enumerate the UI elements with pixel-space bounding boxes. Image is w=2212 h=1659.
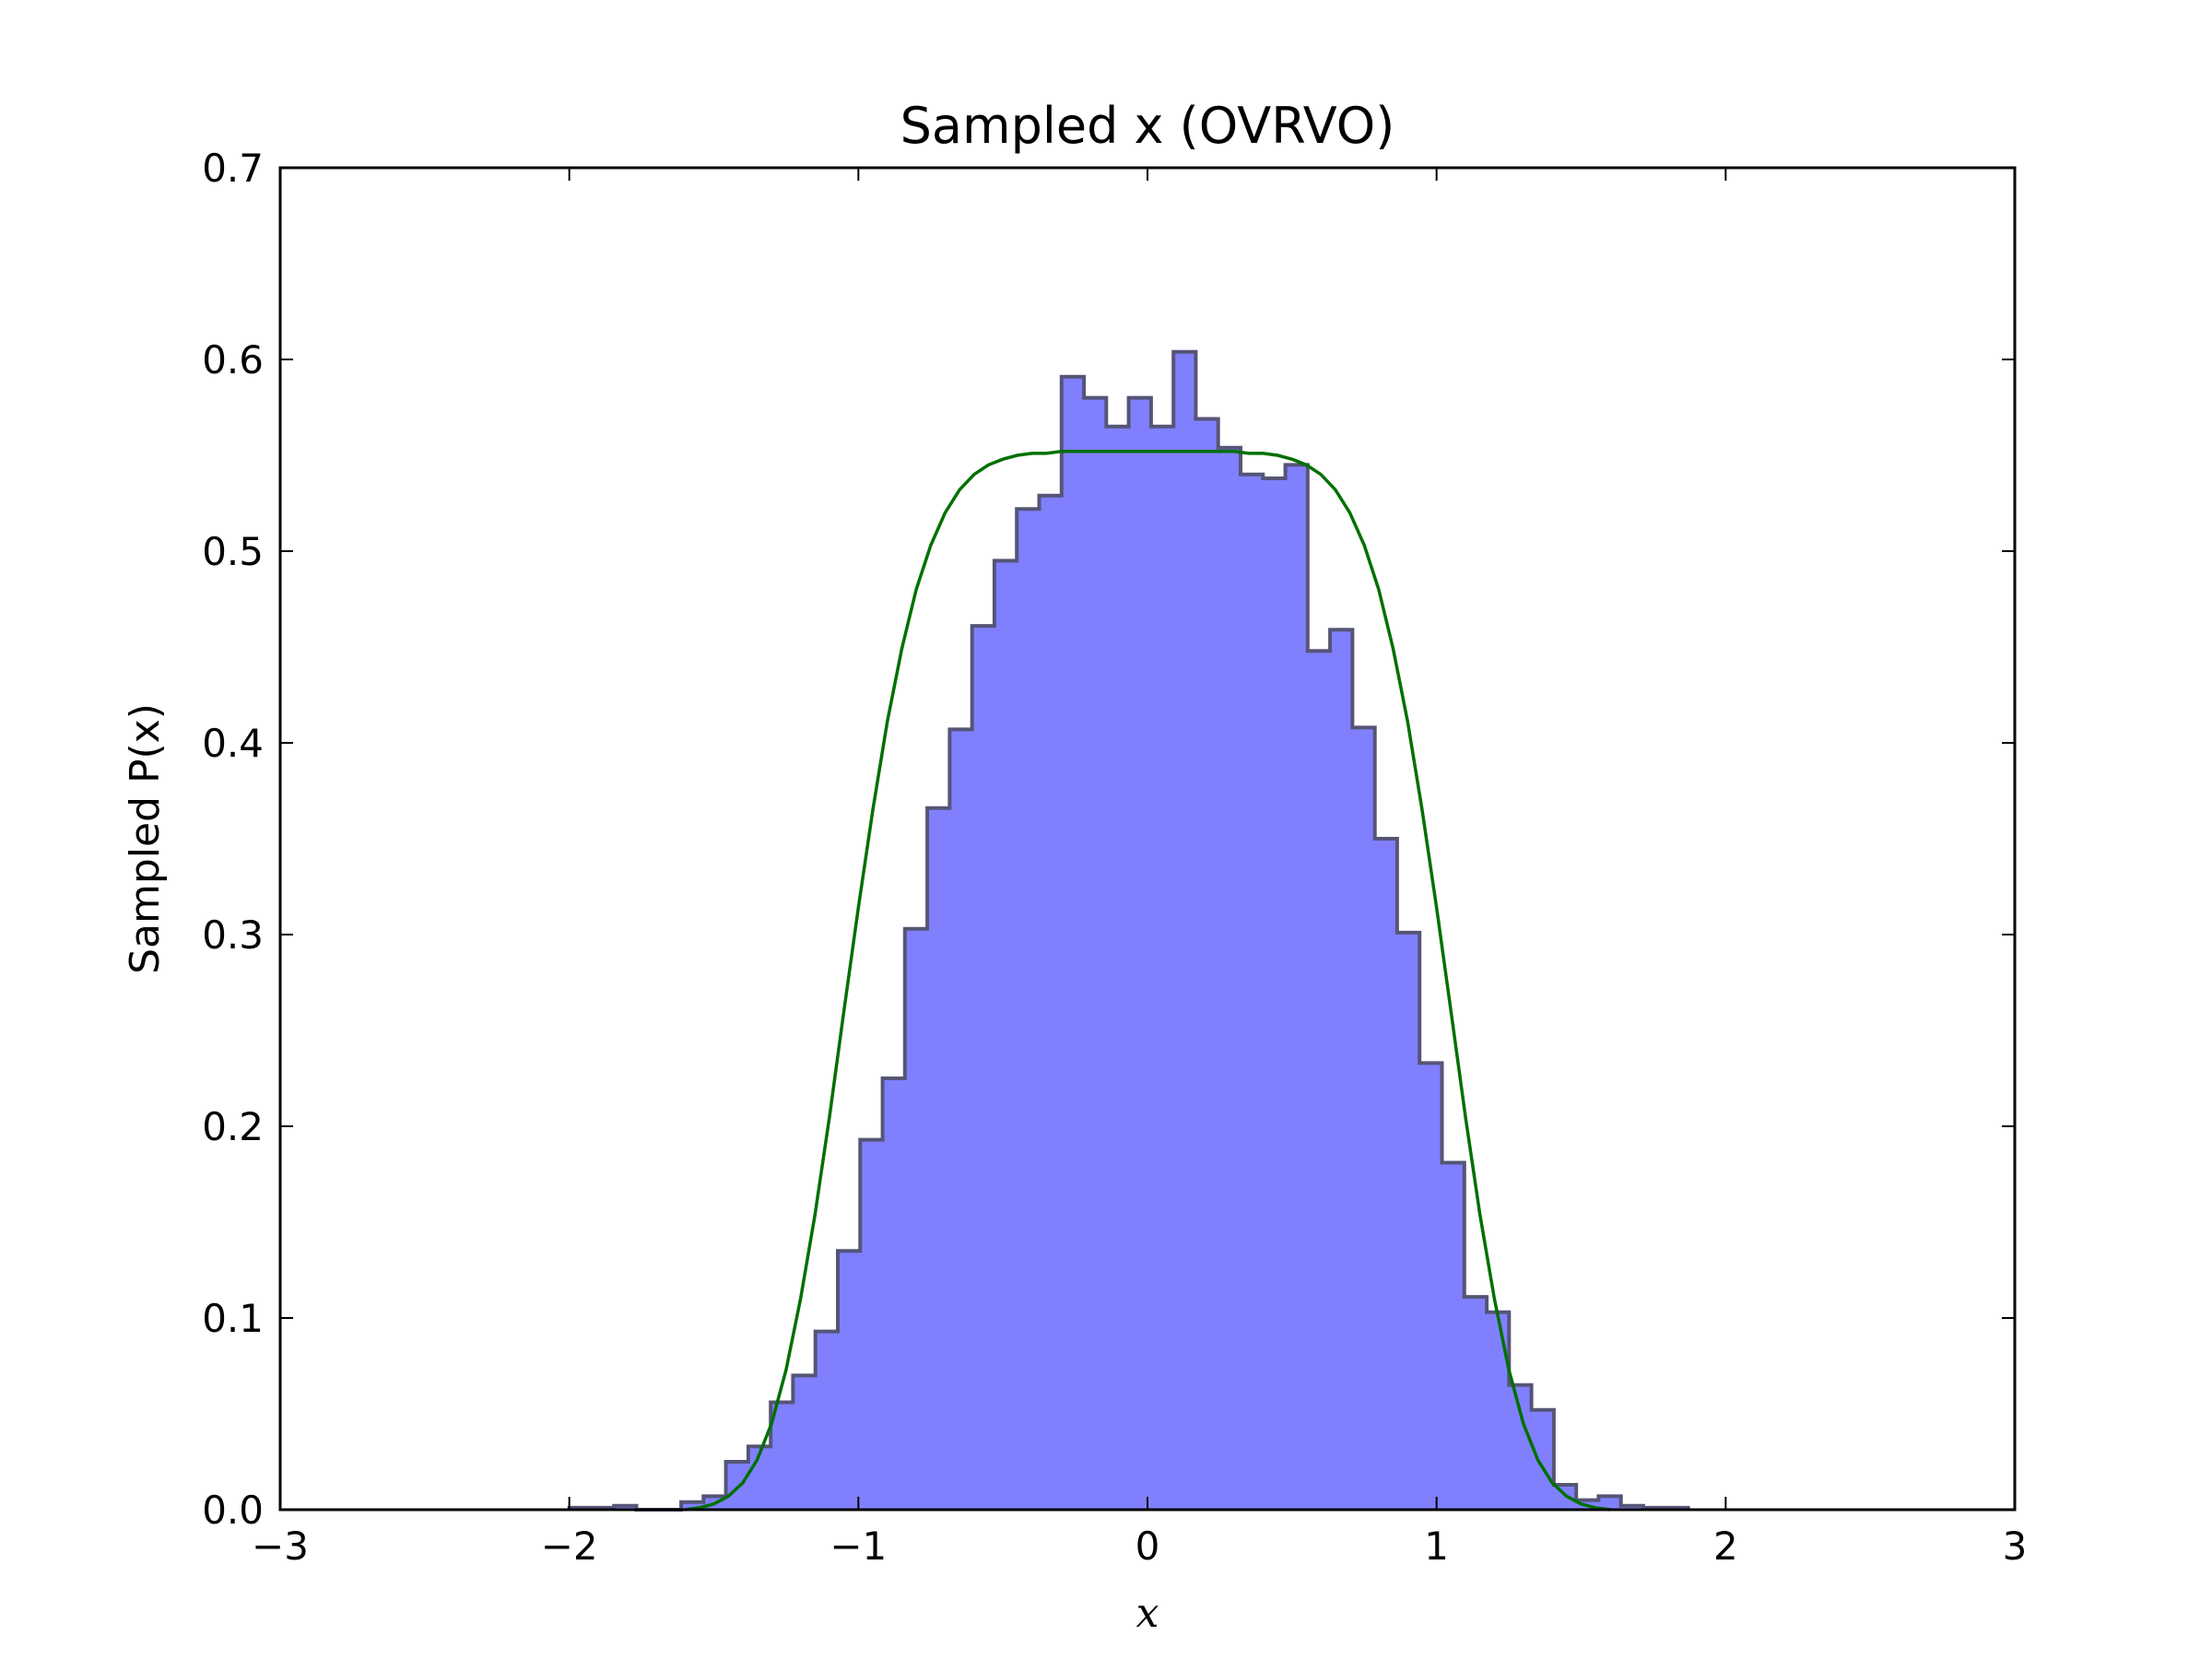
chart-title: Sampled x (OVRVO) [900,97,1395,155]
y-tick-label: 0.3 [202,912,264,958]
histogram-bar [1307,651,1331,1510]
y-tick-label: 0.1 [202,1296,264,1341]
histogram-bar [882,1078,906,1510]
x-axis-label: x [1136,1590,1159,1637]
histogram-bar [1106,426,1130,1510]
histogram-bar [1128,397,1152,1511]
histogram-bar [838,1251,861,1510]
histogram-outline [567,349,1690,1512]
histogram-bar [1531,1409,1555,1510]
y-tick-label: 0.7 [202,146,264,191]
x-tick-label: −2 [541,1524,598,1569]
histogram-bar [1039,495,1063,1511]
x-tick-label: −1 [830,1524,887,1569]
y-tick-label: 0.4 [202,721,264,766]
y-axis-ticks: 0.0 0.1 0.2 0.3 0.4 0.5 0.6 0.7 [202,146,2015,1533]
histogram-bar [1441,1162,1465,1510]
histogram-bar [1598,1496,1622,1510]
histogram-bar [1396,932,1420,1510]
histogram-bar [681,1501,704,1510]
histogram-bar [994,560,1018,1510]
density-curve [684,450,1611,1512]
histogram-bar [904,928,928,1510]
x-tick-label: 3 [2003,1524,2028,1569]
histogram-bar [1620,1505,1644,1510]
histogram-bar [1017,509,1041,1510]
y-tick-label: 0.5 [202,529,264,574]
histogram-bar [1464,1297,1488,1510]
histogram-bars [569,351,1689,1511]
histogram-bar [1061,376,1085,1511]
histogram-bar [815,1331,839,1510]
histogram-bar [1285,465,1309,1510]
histogram-bar [1487,1312,1510,1510]
histogram-bar [927,807,950,1510]
histogram-bar [1419,1063,1443,1510]
histogram-bar [1263,477,1287,1511]
histogram-bar [793,1375,817,1510]
x-tick-label: 2 [1713,1524,1738,1569]
y-tick-label: 0.0 [202,1488,264,1533]
histogram-bar [1374,839,1398,1510]
histogram-bar [1241,474,1264,1510]
histogram-bar [1195,418,1219,1511]
histogram-bar [860,1139,884,1510]
histogram-bar [1330,629,1353,1510]
histogram-bar [1218,447,1241,1511]
x-axis-ticks: −3 −2 −1 0 1 2 3 [252,168,2027,1569]
y-tick-label: 0.6 [202,337,264,382]
histogram-bar [1352,727,1376,1510]
histogram-bar [1509,1384,1533,1510]
x-tick-label: 1 [1424,1524,1449,1569]
y-tick-label: 0.2 [202,1104,264,1149]
histogram-bar [771,1402,794,1510]
histogram-bar [1150,426,1174,1510]
x-tick-label: 0 [1135,1524,1160,1569]
y-axis-label: Sampled P(x) [122,703,169,974]
x-tick-label: −3 [252,1524,309,1569]
histogram-bar [1173,351,1197,1511]
histogram-bar [614,1505,638,1510]
histogram-bar [1084,397,1107,1511]
histogram-bar [949,729,973,1510]
histogram-bar [971,626,995,1510]
